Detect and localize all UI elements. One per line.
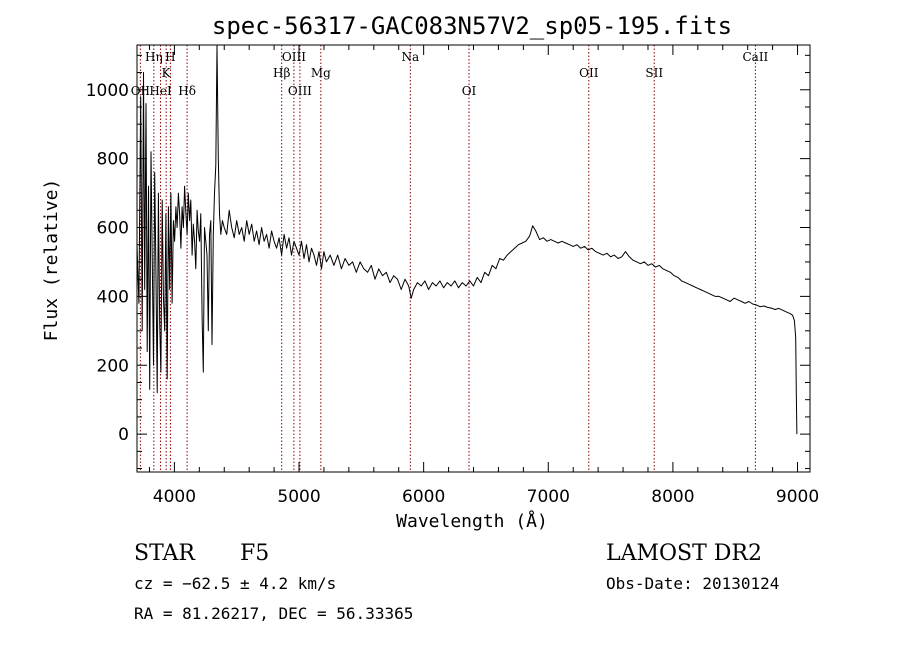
spectral-line-label: Hη	[145, 50, 163, 64]
x-tick-label: 7000	[527, 487, 570, 507]
spectral-line-label: K	[162, 66, 172, 80]
spectral-line-label: Na	[401, 50, 419, 64]
spectrum-series	[136, 44, 798, 435]
spectral-line-label: Hβ	[273, 66, 290, 80]
y-tick-label: 800	[97, 150, 129, 170]
x-tick-label: 8000	[651, 487, 694, 507]
y-axis-label: Flux (relative)	[41, 179, 62, 342]
observation-date: Obs-Date: 20130124	[606, 574, 779, 593]
survey-name: LAMOST DR2	[606, 541, 762, 566]
spectrum-line	[136, 44, 798, 435]
chart-title: spec-56317-GAC083N57V2_sp05-195.fits	[212, 12, 732, 40]
y-tick-label: 400	[97, 287, 129, 307]
redshift-cz: cz = −62.5 ± 4.2 km/s	[134, 574, 336, 593]
x-tick-label: 6000	[402, 487, 445, 507]
spectral-line-label: H	[165, 50, 175, 64]
spectral-line-label: HeI	[149, 84, 172, 98]
spectral-line-label: CaII	[742, 50, 768, 64]
spectral-line-label: Mg	[311, 66, 331, 80]
y-tick-label: 600	[97, 219, 129, 239]
spectral-line-markers	[139, 45, 756, 472]
spectral-line-label: OII	[131, 84, 151, 98]
object-class: STAR	[134, 541, 196, 566]
spectral-line-label: OIII	[282, 50, 306, 64]
spectral-line-label: OI	[462, 84, 477, 98]
coordinates: RA = 81.26217, DEC = 56.33365	[134, 604, 413, 623]
plot-frame	[136, 44, 811, 473]
object-subclass: F5	[240, 541, 269, 566]
x-axis-label: Wavelength (Å)	[396, 510, 548, 532]
spectral-line-label: Hδ	[178, 84, 196, 98]
x-tick-label: 4000	[153, 487, 196, 507]
x-tick-label: 5000	[277, 487, 320, 507]
y-tick-label: 0	[118, 425, 129, 445]
x-tick-label: 9000	[776, 487, 819, 507]
axis-ticks: 4000 5000 6000 7000 8000 9000 0 200 400 600 800 100…	[86, 45, 819, 507]
spectral-line-label: OII	[579, 66, 599, 80]
y-tick-label: 200	[97, 356, 129, 376]
line-labels: OII Hη HeI KH Hδ Hβ OIII OIII Mg Na OI OII SII CaII	[131, 50, 769, 98]
spectral-line-label: OIII	[288, 84, 312, 98]
spectral-line-label: SII	[645, 66, 663, 80]
y-tick-label: 1000	[86, 81, 129, 101]
